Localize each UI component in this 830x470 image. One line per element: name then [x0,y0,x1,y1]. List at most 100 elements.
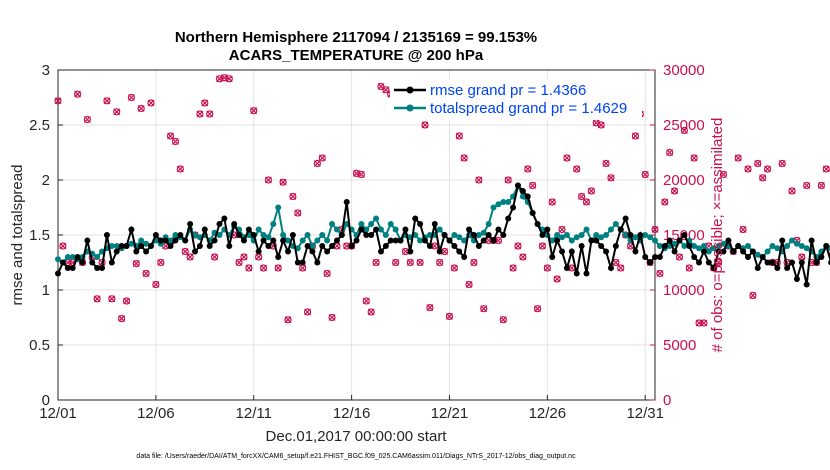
rmse-line-point [358,226,365,233]
rmse-line-point [55,270,61,277]
rmse-line-point [779,237,786,244]
x-tick-label: 12/21 [431,405,469,422]
totalspread-line-point [744,243,751,249]
rmse-line-point [324,248,331,255]
rmse-line-point [397,237,404,244]
rmse-line-point [236,232,243,238]
rmse-line-point [632,248,639,255]
rmse-line-point [289,232,296,238]
totalspread-line-point [167,237,174,244]
rmse-line-point [686,243,693,249]
rmse-line-point [260,237,267,244]
totalspread-line-point [309,243,316,249]
x-axis: 12/01 12/06 12/11 12/16 12/21 12/26 12/31 [39,395,664,422]
rmse-line-point [270,237,277,244]
obs-marker [118,315,126,323]
x-tick-label: 12/06 [137,405,175,422]
totalspread-line-point [358,221,365,227]
obs-marker [259,264,268,272]
totalspread-line-point [284,237,291,244]
obs-marker [421,121,429,129]
rmse-line-point [735,243,742,249]
rmse-line-point [681,232,688,238]
rmse-line-point [353,237,360,244]
rmse-line-point [373,226,380,233]
totalspread-line-point [754,251,761,258]
rmse-line-point [510,204,517,211]
obs-marker [108,295,116,303]
rmse-line-point [514,182,521,189]
y2-tick-label: 20000 [663,172,705,189]
totalspread-line-point [324,237,331,244]
rmse-line-point [363,232,370,238]
rmse-line-point [764,259,771,266]
obs-marker [749,291,757,300]
totalspread-line-point [803,245,810,252]
totalspread-line-point [172,232,179,238]
obs-marker [475,176,483,184]
rmse-line-point [201,226,208,233]
obs-marker [514,242,522,250]
rmse-line-point [549,254,556,260]
rmse-line-point [495,226,502,233]
obs-marker [225,75,233,83]
obs-marker [597,121,605,129]
totalspread-line-point [495,201,502,208]
rmse-line-point [470,232,477,238]
rmse-line-point [211,237,218,244]
obs-marker [250,107,258,115]
rmse-line-point [338,232,345,238]
rmse-line-point [417,221,424,227]
totalspread-line-point [417,237,424,244]
y-axis-label: rmse and totalspread [9,165,26,306]
obs-marker [480,305,488,313]
rmse-line-point [740,248,747,255]
obs-marker [357,170,365,179]
totalspread-line-point [108,243,115,249]
obs-marker [739,225,747,234]
rmse-line-point [637,232,644,238]
obs-marker [607,174,615,182]
totalspread-line-point [304,232,311,238]
totalspread-line-point [603,232,610,238]
totalspread-line-point [710,245,717,252]
obs-marker [470,258,478,267]
obs-marker [323,269,331,278]
totalspread-line-point [480,229,487,236]
obs-marker [504,176,512,184]
obs-marker [759,174,767,182]
obs-marker [455,132,463,140]
obs-marker [201,99,209,107]
obs-marker [436,258,444,267]
obs-marker [450,264,458,272]
totalspread-line-point [280,232,287,238]
chart-title: Northern Hemisphere 2117094 / 2135169 = … [175,29,537,46]
obs-marker [196,110,204,118]
totalspread-line-point [642,232,649,238]
rmse-line-point [250,232,257,238]
rmse-line-point [456,248,463,255]
rmse-line-point [519,188,526,194]
rmse-line-point [725,237,732,244]
rmse-line-point [798,259,805,266]
rmse-line-point [466,226,473,233]
rmse-line-point [412,215,419,222]
chart-subtitle: ACARS_TEMPERATURE @ 200 hPa [229,47,484,64]
rmse-line-point [333,237,340,244]
totalspread-line-point [138,237,145,244]
rmse-line-point [661,243,668,249]
rmse-line-point [402,226,409,233]
obs-marker [817,181,825,190]
rmse-line-point [720,248,727,255]
rmse-line-point [167,243,174,249]
y2-tick-label: 10000 [663,282,705,299]
rmse-line-point [490,237,497,244]
obs-marker [416,258,424,267]
obs-marker [132,260,140,268]
rmse-line-point [730,248,737,255]
totalspread-line-point [451,232,458,238]
rmse-line-point [299,259,306,266]
obs-marker [670,187,679,195]
rmse-line-point [563,265,570,271]
